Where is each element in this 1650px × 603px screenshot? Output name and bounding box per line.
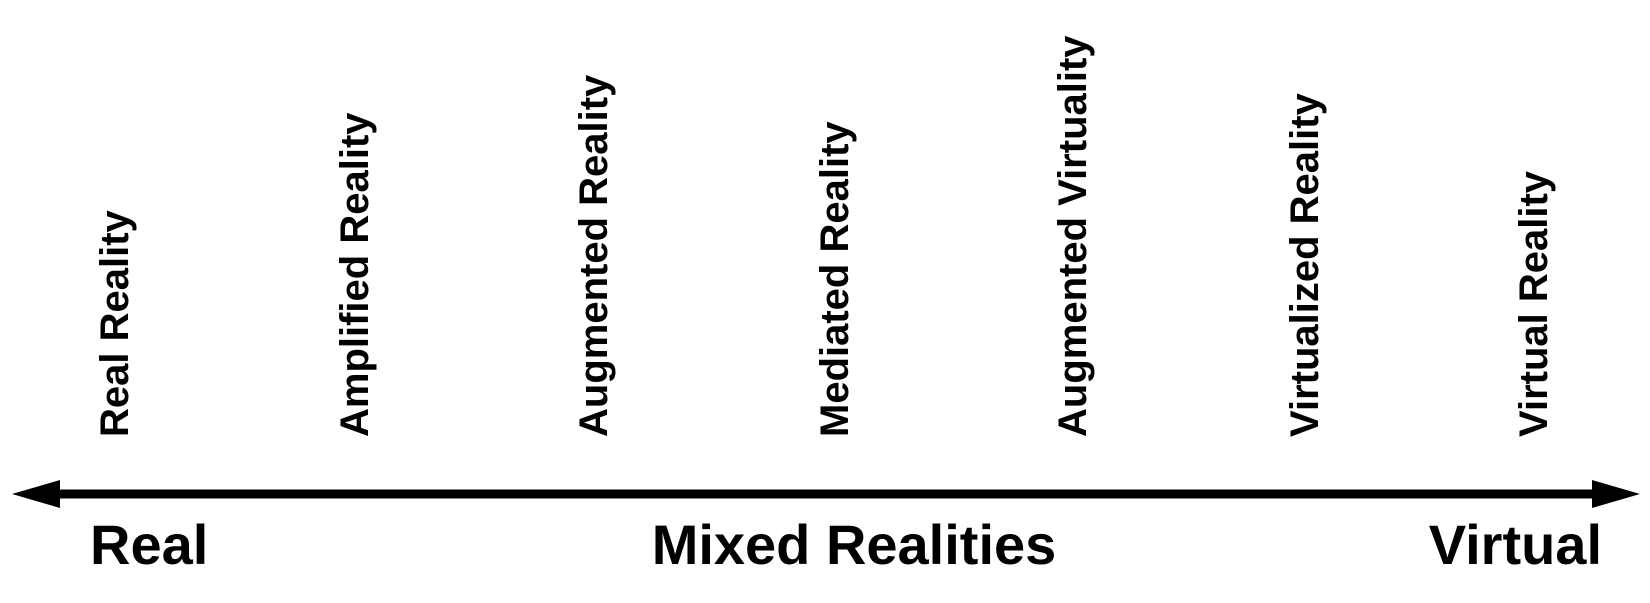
stage-label-virtualized-reality: Virtualized Reality <box>1283 92 1327 437</box>
stage-label-virtual-reality: Virtual Reality <box>1512 170 1556 437</box>
stage-label-amplified-reality: Amplified Reality <box>333 112 377 437</box>
axis-label-real: Real <box>90 513 208 576</box>
arrow-right-head <box>1592 480 1640 508</box>
continuum-arrow <box>12 480 1640 508</box>
stage-label-mediated-reality: Mediated Reality <box>813 121 857 437</box>
axis-labels: Real Mixed Realities Virtual <box>90 513 1602 576</box>
stage-label-augmented-virtuality: Augmented Virtuality <box>1051 35 1095 437</box>
axis-label-virtual: Virtual <box>1429 513 1602 576</box>
stage-label-augmented-reality: Augmented Reality <box>572 74 616 437</box>
axis-label-mixed-realities: Mixed Realities <box>652 513 1057 576</box>
stage-labels: Real Reality Amplified Reality Augmented… <box>93 35 1556 437</box>
stage-label-real-reality: Real Reality <box>93 209 137 437</box>
arrow-left-head <box>12 480 60 508</box>
